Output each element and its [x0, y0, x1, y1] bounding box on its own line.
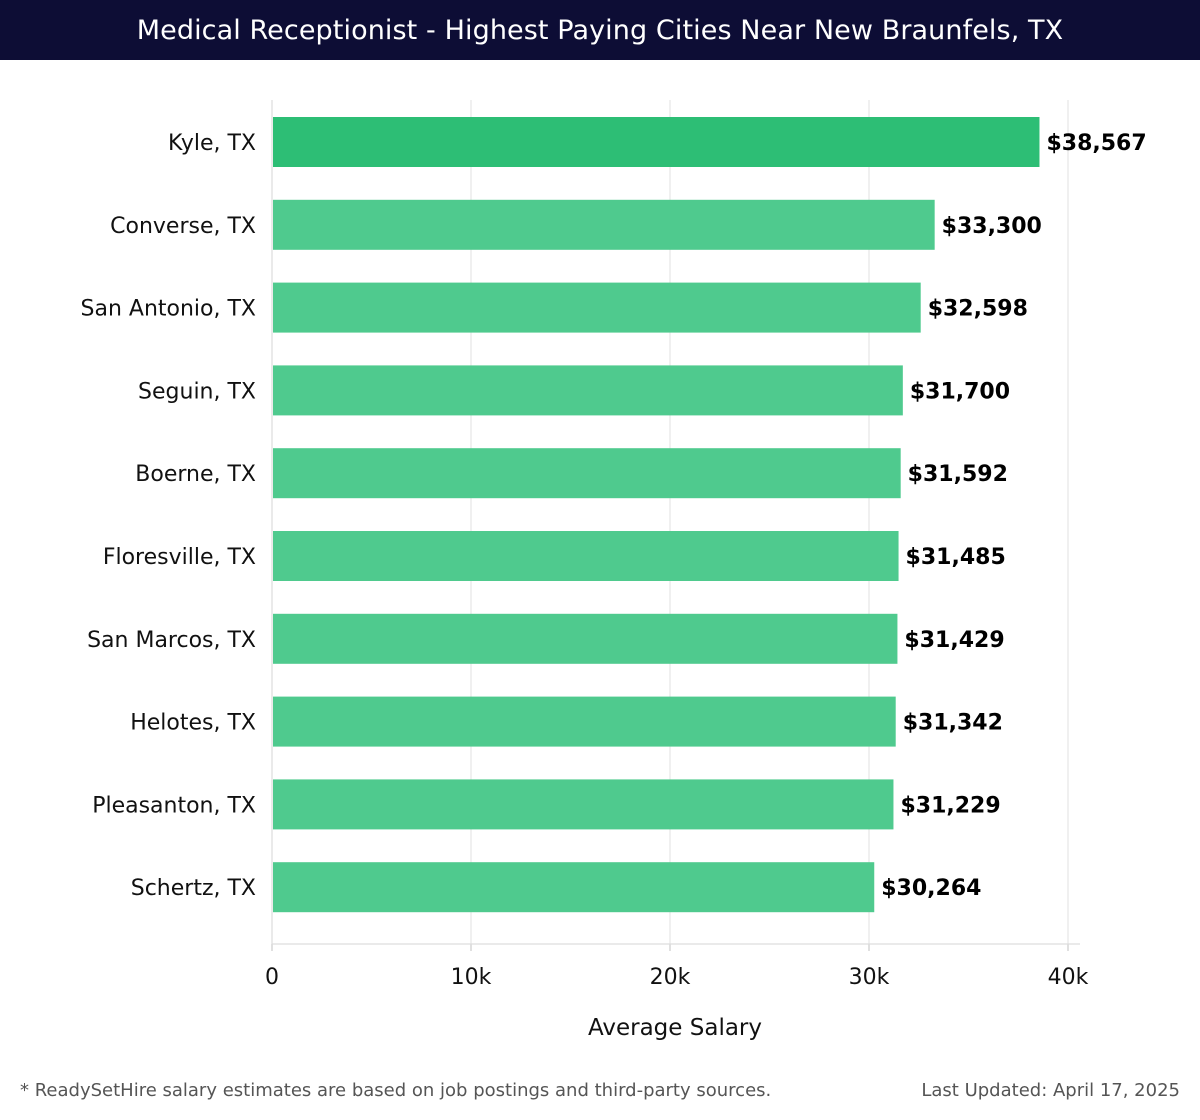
category-label: Boerne, TX — [135, 462, 256, 487]
bar — [273, 365, 903, 416]
category-label: Converse, TX — [110, 214, 256, 239]
category-label: San Antonio, TX — [81, 297, 256, 322]
chart-title-bar: Medical Receptionist - Highest Paying Ci… — [0, 0, 1200, 60]
x-tick-label: 10k — [451, 965, 492, 990]
x-tick-label: 0 — [265, 965, 279, 990]
bar — [273, 862, 875, 913]
data-label: $33,300 — [942, 214, 1042, 239]
footer-last-updated: Last Updated: April 17, 2025 — [921, 1080, 1180, 1101]
x-tick-label: 40k — [1048, 965, 1089, 990]
category-label: Pleasanton, TX — [92, 793, 256, 818]
bar — [273, 448, 901, 499]
bar — [273, 199, 935, 250]
data-label: $32,598 — [928, 297, 1028, 322]
bar — [273, 117, 1040, 167]
bar — [273, 779, 894, 830]
data-label: $31,485 — [906, 545, 1006, 570]
category-label: Seguin, TX — [138, 379, 256, 404]
data-label: $31,429 — [904, 628, 1004, 653]
bar — [273, 696, 896, 747]
bar — [273, 282, 921, 333]
data-label: $31,229 — [900, 793, 1000, 818]
data-label: $30,264 — [881, 876, 981, 901]
category-label: Helotes, TX — [130, 711, 256, 736]
category-label: Kyle, TX — [168, 131, 256, 156]
x-tick-label: 20k — [650, 965, 691, 990]
data-label: $31,592 — [908, 462, 1008, 487]
category-label: Floresville, TX — [103, 545, 256, 570]
data-label: $31,700 — [910, 379, 1010, 404]
category-label: San Marcos, TX — [87, 628, 256, 653]
chart-title: Medical Receptionist - Highest Paying Ci… — [136, 14, 1064, 46]
data-label: $38,567 — [1046, 131, 1146, 156]
footer-note: * ReadySetHire salary estimates are base… — [20, 1080, 772, 1101]
category-label: Schertz, TX — [131, 876, 256, 901]
bar — [273, 531, 899, 581]
x-axis-title: Average Salary — [588, 1015, 762, 1041]
data-label: $31,342 — [903, 711, 1003, 736]
x-tick-label: 30k — [849, 965, 890, 990]
bar — [273, 613, 898, 664]
